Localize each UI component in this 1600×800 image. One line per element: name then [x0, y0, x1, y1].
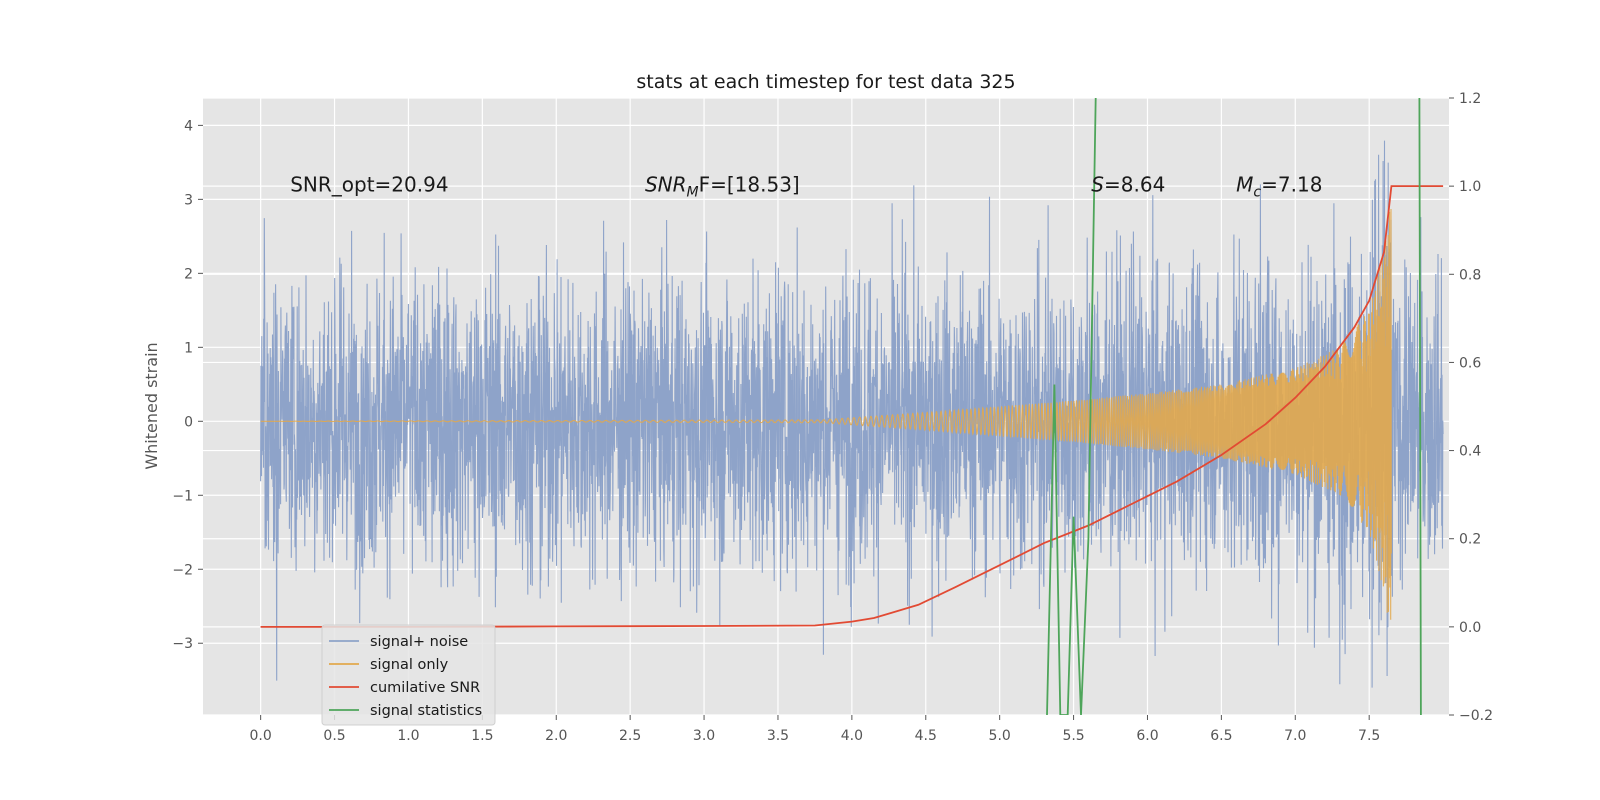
legend-label: signal only	[370, 657, 449, 673]
y-tick-label: 2	[184, 266, 193, 282]
annotation-base: S	[1091, 173, 1104, 197]
x-tick-label: 5.0	[989, 728, 1011, 744]
y2-tick-label: 0.0	[1459, 620, 1481, 636]
legend-box	[321, 624, 496, 726]
annotation-rest: =7.18	[1261, 173, 1322, 197]
y-tick-label: 0	[184, 414, 193, 430]
x-tick-label: 1.0	[397, 728, 419, 744]
x-tick-label: 6.0	[1136, 728, 1158, 744]
legend: signal+ noise signal only cumilative SNR si…	[321, 624, 496, 726]
series-line-cumilative-snr	[260, 185, 1444, 628]
y-tick-label: −1	[172, 488, 193, 504]
x-tick-label: 2.0	[545, 728, 567, 744]
annotation-2: S=8.64	[1091, 173, 1165, 197]
x-tick-label: 2.5	[619, 728, 641, 744]
y-axis-label: Whitened strain	[142, 342, 161, 469]
series-line-signal-statistics	[1046, 98, 1422, 715]
y-tick-label: 3	[184, 192, 193, 208]
x-tick-label: 1.5	[471, 728, 493, 744]
x-tick-label: 3.0	[693, 728, 715, 744]
y2-tick-label: −0.2	[1459, 708, 1493, 724]
annotation-3: Mc=7.18	[1236, 173, 1322, 201]
y2-tick-label: 1.0	[1459, 179, 1481, 195]
legend-label: signal statistics	[370, 703, 482, 719]
x-tick-label: 6.5	[1210, 728, 1232, 744]
legend-label: signal+ noise	[370, 634, 468, 650]
y-tick-label: 1	[184, 340, 193, 356]
annotation-rest: F=[18.53]	[699, 173, 800, 197]
annotation-base: M	[1236, 173, 1253, 197]
x-tick-label: 3.5	[767, 728, 789, 744]
annotation-1: SNRMF=[18.53]	[645, 173, 800, 201]
x-tick-label: 0.0	[250, 728, 272, 744]
y-tick-label: 4	[184, 118, 193, 134]
x-tick-label: 4.0	[841, 728, 863, 744]
x-tick-label: 7.5	[1358, 728, 1380, 744]
annotation-0: SNR_opt=20.94	[290, 173, 448, 197]
y2-tick-label: 0.4	[1459, 444, 1481, 460]
annotation-subscript: c	[1253, 185, 1261, 201]
y-tick-label: −2	[172, 562, 193, 578]
annotation-layer: SNR_opt=20.94 SNRMF=[18.53] S=8.64 Mc=7.18	[290, 173, 1322, 201]
series-layer	[260, 98, 1444, 715]
x-tick-label: 5.5	[1062, 728, 1084, 744]
series-line-signal-noise	[260, 140, 1444, 688]
x-tick-label: 0.5	[323, 728, 345, 744]
y2-tick-label: 0.8	[1459, 267, 1481, 283]
x-tick-label: 7.0	[1284, 728, 1306, 744]
y2-tick-label: 0.6	[1459, 355, 1481, 371]
x-tick-label: 4.5	[915, 728, 937, 744]
series-line-signal-only	[260, 208, 1392, 620]
annotation-base: SNR	[645, 173, 687, 197]
y2-tick-label: 0.2	[1459, 532, 1481, 548]
y2-tick-label: 1.2	[1459, 91, 1481, 107]
chart-title: stats at each timestep for test data 325	[636, 71, 1015, 93]
annotation-subscript: M	[687, 185, 699, 201]
y-tick-label: −3	[172, 636, 193, 652]
axis-layer: 0.0 0.5 1.0 1.5 2.0 2.5 3.0 3.5 4.0 4.5 5.0 5.5 6.0 6…	[172, 91, 1493, 744]
annotation-rest: =8.64	[1104, 173, 1165, 197]
legend-label: cumilative SNR	[370, 680, 480, 696]
